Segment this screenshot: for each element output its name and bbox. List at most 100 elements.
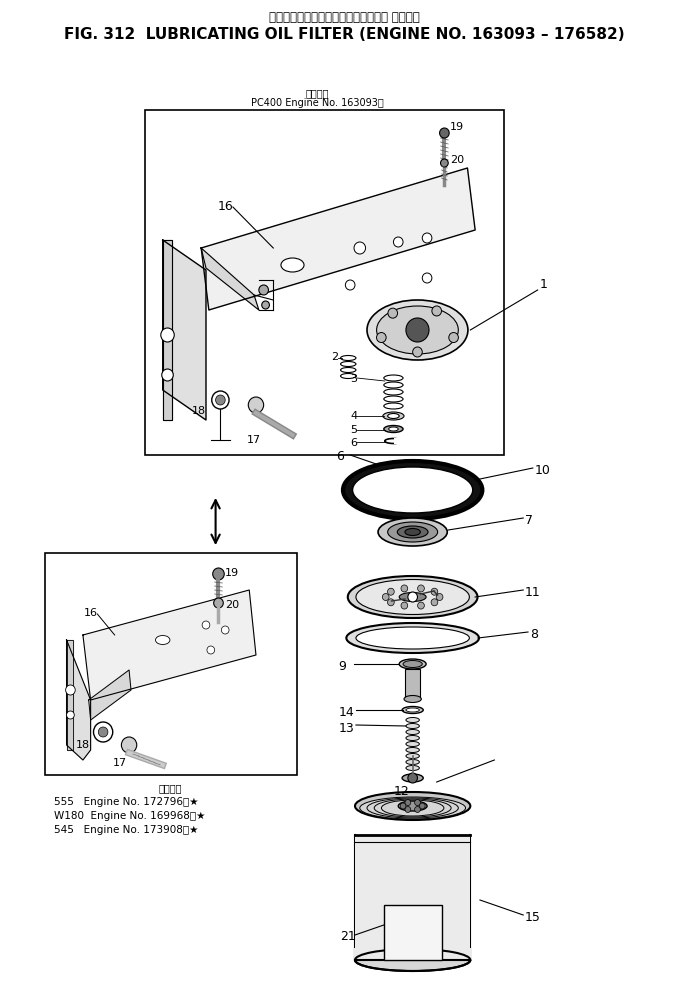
Ellipse shape xyxy=(281,258,304,272)
Text: 13: 13 xyxy=(338,722,354,735)
Circle shape xyxy=(418,602,424,609)
Circle shape xyxy=(221,626,229,634)
Ellipse shape xyxy=(340,355,356,360)
Ellipse shape xyxy=(353,467,473,513)
Ellipse shape xyxy=(355,949,471,971)
Circle shape xyxy=(376,332,386,342)
Ellipse shape xyxy=(398,526,428,538)
Ellipse shape xyxy=(340,361,356,366)
Circle shape xyxy=(440,128,449,138)
Ellipse shape xyxy=(388,413,399,418)
Ellipse shape xyxy=(384,375,403,381)
Circle shape xyxy=(401,602,408,609)
Bar xyxy=(355,835,471,960)
Text: 8: 8 xyxy=(530,628,538,641)
Bar xyxy=(145,110,504,455)
Text: 19: 19 xyxy=(450,122,464,132)
Text: 555   Engine No. 172796〜★: 555 Engine No. 172796〜★ xyxy=(54,797,198,807)
Ellipse shape xyxy=(406,765,420,770)
Text: 18: 18 xyxy=(76,740,90,750)
Circle shape xyxy=(405,799,411,805)
Ellipse shape xyxy=(384,382,403,388)
Bar xyxy=(45,553,297,775)
Circle shape xyxy=(248,397,264,413)
Circle shape xyxy=(406,318,429,342)
Ellipse shape xyxy=(356,627,469,649)
Text: 5: 5 xyxy=(350,425,357,435)
Text: 21: 21 xyxy=(340,930,356,943)
Ellipse shape xyxy=(389,427,398,431)
Ellipse shape xyxy=(399,593,426,602)
Ellipse shape xyxy=(402,707,423,714)
Circle shape xyxy=(387,599,394,606)
Text: 適用号機: 適用号機 xyxy=(158,783,182,793)
Circle shape xyxy=(262,301,269,309)
Circle shape xyxy=(345,280,355,290)
Ellipse shape xyxy=(384,389,403,395)
Polygon shape xyxy=(83,590,256,700)
Text: 7: 7 xyxy=(525,514,533,527)
Text: 14: 14 xyxy=(338,706,354,719)
Ellipse shape xyxy=(384,396,403,402)
Polygon shape xyxy=(163,240,206,420)
Circle shape xyxy=(449,332,458,342)
Circle shape xyxy=(212,391,229,409)
Ellipse shape xyxy=(406,759,420,764)
Circle shape xyxy=(422,233,432,243)
Text: 11: 11 xyxy=(525,586,541,599)
Bar xyxy=(353,948,472,960)
Ellipse shape xyxy=(406,753,420,758)
Ellipse shape xyxy=(367,798,458,818)
Circle shape xyxy=(67,711,74,719)
Text: PC400 Engine No. 163093〜: PC400 Engine No. 163093〜 xyxy=(251,98,384,108)
Ellipse shape xyxy=(405,529,420,536)
Circle shape xyxy=(400,803,406,809)
Circle shape xyxy=(388,308,398,318)
Ellipse shape xyxy=(384,425,403,432)
Ellipse shape xyxy=(360,797,466,819)
Circle shape xyxy=(207,646,215,654)
Ellipse shape xyxy=(406,724,420,729)
Text: 19: 19 xyxy=(225,568,239,578)
Circle shape xyxy=(161,328,174,342)
Text: FIG. 312  LUBRICATING OIL FILTER (ENGINE NO. 163093 – 176582): FIG. 312 LUBRICATING OIL FILTER (ENGINE … xyxy=(64,27,625,42)
Circle shape xyxy=(440,159,449,167)
Circle shape xyxy=(65,685,75,695)
Text: 1: 1 xyxy=(539,278,548,291)
Ellipse shape xyxy=(382,800,444,816)
Text: 2: 2 xyxy=(331,352,338,362)
Text: ルーブリケーティングオイルフィルタ 適用号機: ルーブリケーティングオイルフィルタ 適用号機 xyxy=(269,11,420,24)
Circle shape xyxy=(213,568,224,580)
Ellipse shape xyxy=(340,373,356,378)
Circle shape xyxy=(401,585,408,592)
Text: 9: 9 xyxy=(338,660,347,673)
Circle shape xyxy=(259,285,269,295)
Ellipse shape xyxy=(383,412,404,420)
Circle shape xyxy=(202,621,210,629)
Text: 3: 3 xyxy=(350,374,357,384)
Ellipse shape xyxy=(378,518,447,546)
Ellipse shape xyxy=(406,718,420,723)
Circle shape xyxy=(436,594,443,601)
Text: 16: 16 xyxy=(84,608,98,618)
Polygon shape xyxy=(201,168,475,310)
Ellipse shape xyxy=(406,708,420,712)
Text: 20: 20 xyxy=(225,600,239,610)
Ellipse shape xyxy=(343,461,482,519)
Circle shape xyxy=(431,588,438,595)
Polygon shape xyxy=(67,640,73,750)
Ellipse shape xyxy=(398,801,427,811)
Text: 545   Engine No. 173908〜★: 545 Engine No. 173908〜★ xyxy=(54,825,198,835)
Ellipse shape xyxy=(355,792,471,820)
Ellipse shape xyxy=(348,576,477,618)
Ellipse shape xyxy=(347,623,479,653)
Ellipse shape xyxy=(406,736,420,741)
Circle shape xyxy=(121,737,136,753)
Text: 12: 12 xyxy=(393,785,409,798)
Circle shape xyxy=(382,594,389,601)
Circle shape xyxy=(216,395,225,405)
Bar xyxy=(394,438,403,444)
Ellipse shape xyxy=(356,580,469,615)
Circle shape xyxy=(408,592,418,602)
Circle shape xyxy=(94,722,113,742)
